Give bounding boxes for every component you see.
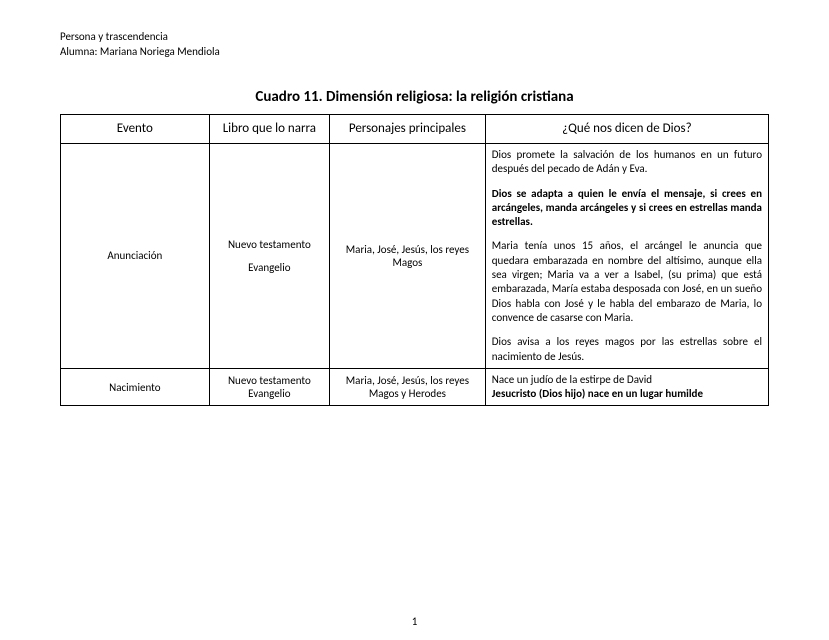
dios-p2: Jesucristo (Dios hijo) nace en un lugar …: [492, 387, 762, 401]
cell-libro: Nuevo testamento Evangelio: [209, 143, 329, 368]
content-table: Evento Libro que lo narra Personajes pri…: [60, 114, 769, 407]
cell-libro: Nuevo testamento Evangelio: [209, 368, 329, 406]
cell-personajes: Maria, José, Jesús, los reyes Magos y He…: [330, 368, 486, 406]
course-name: Persona y trascendencia: [60, 30, 769, 45]
document-header: Persona y trascendencia Alumna: Mariana …: [60, 30, 769, 60]
cell-personajes: Maria, José, Jesús, los reyes Magos: [330, 143, 486, 368]
col-dios: ¿Qué nos dicen de Dios?: [485, 114, 768, 143]
cell-dios: Dios promete la salvación de los humanos…: [485, 143, 768, 368]
dios-p3: Maria tenía unos 15 años, el arcángel le…: [492, 239, 762, 325]
libro-line1: Nuevo testamento: [216, 238, 323, 251]
student-name: Alumna: Mariana Noriega Mendiola: [60, 45, 769, 60]
dios-p1: Dios promete la salvación de los humanos…: [492, 148, 762, 177]
col-libro: Libro que lo narra: [209, 114, 329, 143]
document-title: Cuadro 11. Dimensión religiosa: la relig…: [60, 88, 769, 106]
libro-line1: Nuevo testamento: [216, 374, 323, 387]
cell-evento: Nacimiento: [61, 368, 210, 406]
cell-dios: Nace un judío de la estirpe de David Jes…: [485, 368, 768, 406]
col-evento: Evento: [61, 114, 210, 143]
table-row: Anunciación Nuevo testamento Evangelio M…: [61, 143, 769, 368]
cell-evento: Anunciación: [61, 143, 210, 368]
page-number: 1: [0, 615, 829, 628]
libro-line2: Evangelio: [216, 387, 323, 400]
dios-p1: Nace un judío de la estirpe de David: [492, 373, 762, 387]
libro-line2: Evangelio: [216, 261, 323, 274]
dios-p2: Dios se adapta a quien le envía el mensa…: [492, 187, 762, 230]
col-personajes: Personajes principales: [330, 114, 486, 143]
dios-p4: Dios avisa a los reyes magos por las est…: [492, 335, 762, 364]
table-row: Nacimiento Nuevo testamento Evangelio Ma…: [61, 368, 769, 406]
table-header-row: Evento Libro que lo narra Personajes pri…: [61, 114, 769, 143]
